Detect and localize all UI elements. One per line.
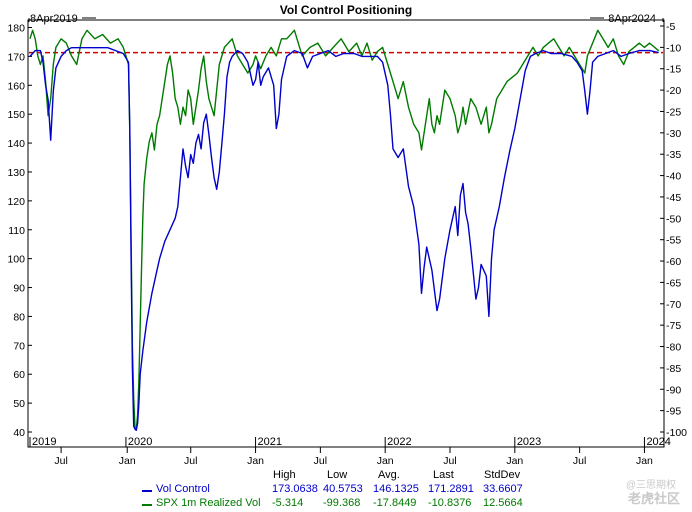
left-tick-label: 150 [7,109,25,121]
right-tick-label: -60 [666,256,681,268]
stats-row-vol-control: Vol Control 173.0638 40.5753 146.1325 17… [130,483,550,497]
right-tick-label: -100 [666,427,687,439]
right-tick-label: -45 [666,192,681,204]
x-tick-label: Jan [506,455,523,467]
stats-header-high: High [273,469,296,481]
year-label: 2019 [32,436,56,448]
plot-area [27,19,665,448]
stat-value: -5.314 [272,497,304,509]
right-axis: -5 -10 -15 -20 -25 -30 -35 -40 -45 -50 -55 -60 -65 -7… [660,21,687,439]
right-tick-label: -80 [666,342,681,354]
year-label: 2024 [646,436,670,448]
legend-swatch-spx-realized-vol [142,504,152,506]
right-tick-label: -90 [666,384,681,396]
right-tick-label: -40 [666,171,681,183]
year-label: 2020 [128,436,152,448]
right-tick-label: -50 [666,213,681,225]
series-line-spx-realized-vol [29,29,660,431]
stat-value: 12.5664 [483,497,523,509]
left-axis: 40 50 60 70 80 90 100 110 120 130 140 150 160 170 180 [7,23,32,439]
right-tick-label: -55 [666,235,681,247]
year-label: 2021 [258,436,282,448]
stats-header-avg: Avg. [378,469,400,481]
right-tick-label: -35 [666,149,681,161]
left-tick-label: 80 [13,311,25,323]
right-tick-label: -30 [666,128,681,140]
x-axis: Jul Jan Jul Jan Jul Jan Jul Jan Jul Jan 2019 2020 20… [29,436,671,467]
stat-value: -17.8449 [373,497,417,509]
left-tick-label: 120 [7,196,25,208]
x-tick-label: Jan [377,455,394,467]
stats-header-low: Low [327,469,348,481]
series-line-vol-control [29,47,659,431]
right-tick-label: -95 [666,406,681,418]
left-tick-label: 50 [13,398,25,410]
left-tick-label: 140 [7,138,25,150]
stat-value: 146.1325 [373,483,419,495]
watermark-handle: @三思期权 [625,480,676,491]
stats-header-row: High Low Avg. Last StdDev [130,469,550,483]
x-tick-label: Jul [184,455,197,467]
x-tick-label: Jul [314,455,327,467]
date-range-end: 8Apr2024 [608,13,656,25]
plot-frame [27,19,665,448]
x-tick-label: Jan [636,455,653,467]
left-tick-label: 60 [13,369,25,381]
stat-value: -10.8376 [428,497,472,509]
x-tick-label: Jul [443,455,456,467]
x-tick-label: Jan [247,455,264,467]
right-tick-label: -65 [666,277,681,289]
left-tick-label: 160 [7,80,25,92]
right-tick-label: -20 [666,85,681,97]
date-range: 8Apr2019 8Apr2024 [28,13,664,25]
year-label: 2022 [387,436,411,448]
stat-value: 173.0638 [272,483,318,495]
legend-label-spx-realized-vol: SPX 1m Realized Vol [156,497,261,509]
stats-header-last: Last [433,469,454,481]
stat-value: 33.6607 [483,483,523,495]
right-tick-label: -25 [666,106,681,118]
left-tick-label: 130 [7,167,25,179]
legend-swatch-vol-control [142,490,152,492]
left-tick-label: 100 [7,254,25,266]
year-label: 2023 [517,436,541,448]
right-tick-label: -75 [666,320,681,332]
right-tick-label: -10 [666,42,681,54]
right-tick-label: -15 [666,64,681,76]
legend-label-vol-control: Vol Control [156,483,210,495]
x-tick-label: Jul [54,455,67,467]
x-tick-label: Jan [119,455,136,467]
stat-value: 40.5753 [323,483,363,495]
stats-row-spx-realized-vol: SPX 1m Realized Vol -5.314 -99.368 -17.8… [130,497,550,511]
left-tick-label: 90 [13,283,25,295]
x-tick-label: Jul [573,455,586,467]
stats-header-stddev: StdDev [484,469,521,481]
watermark-logo: 老虎社区 [627,491,680,506]
left-tick-label: 110 [8,225,25,237]
left-tick-label: 40 [13,427,25,439]
left-tick-label: 180 [7,23,25,35]
right-tick-label: -5 [666,21,675,33]
left-tick-label: 170 [7,51,25,63]
right-tick-label: -70 [666,299,681,311]
left-tick-label: 70 [13,340,25,352]
stat-value: 171.2891 [428,483,474,495]
right-tick-label: -85 [666,363,681,375]
stat-value: -99.368 [323,497,361,509]
date-range-start: 8Apr2019 [30,13,78,25]
chart-title: Vol Control Positioning [280,3,412,17]
